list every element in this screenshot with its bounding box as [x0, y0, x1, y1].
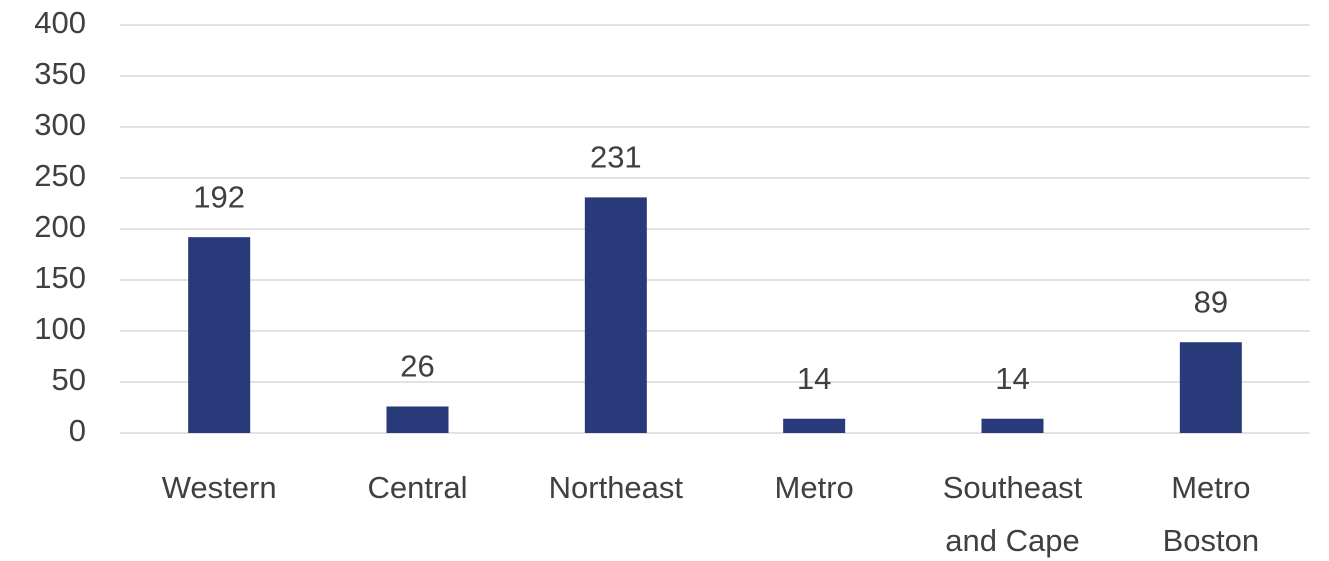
bar	[188, 237, 251, 433]
x-tick-label: Metro	[775, 470, 854, 505]
y-tick-label: 400	[34, 5, 86, 40]
bar	[981, 418, 1044, 433]
x-tick-label: Northeast	[549, 470, 684, 505]
y-tick-label: 150	[34, 260, 86, 295]
y-tick-label: 0	[69, 413, 86, 448]
bar	[783, 418, 846, 433]
data-label: 14	[797, 361, 831, 396]
data-label: 192	[193, 179, 245, 214]
data-label: 26	[400, 349, 434, 384]
y-tick-label: 350	[34, 56, 86, 91]
bar	[584, 197, 647, 433]
y-tick-label: 300	[34, 107, 86, 142]
x-tick-label: Western	[162, 470, 277, 505]
x-tick-label: Central	[368, 470, 468, 505]
bar	[386, 406, 449, 433]
y-tick-label: 200	[34, 209, 86, 244]
y-tick-label: 100	[34, 311, 86, 346]
y-tick-label: 50	[52, 362, 86, 397]
data-label: 14	[995, 361, 1029, 396]
data-label: 231	[590, 140, 642, 175]
x-tick-label: Southeast and Cape	[943, 470, 1083, 558]
y-tick-label: 250	[34, 158, 86, 193]
bar	[1179, 342, 1242, 433]
data-label: 89	[1194, 284, 1228, 319]
x-tick-label: Metro Boston	[1163, 470, 1260, 558]
